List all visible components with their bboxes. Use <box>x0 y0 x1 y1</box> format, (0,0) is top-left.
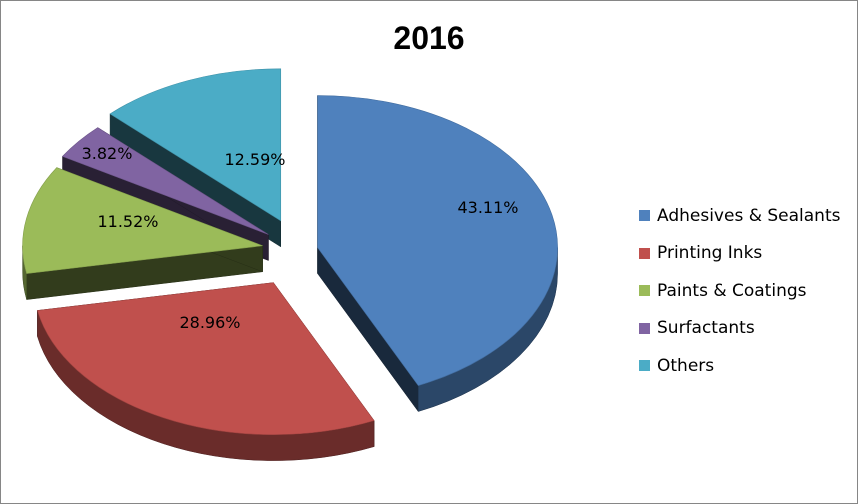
legend-label: Adhesives & Sealants <box>657 205 841 226</box>
legend-swatch <box>639 285 650 297</box>
legend-label: Paints & Coatings <box>657 280 807 301</box>
legend-swatch <box>639 322 650 334</box>
pie-slice-paints-coatings <box>22 167 263 274</box>
pie-slice-surfactants <box>61 127 269 235</box>
legend-item: Surfactants <box>639 310 840 348</box>
legend-item: Adhesives & Sealants <box>639 197 840 235</box>
legend-label: Surfactants <box>657 318 755 339</box>
pie-slice-printing-inks <box>37 282 375 435</box>
pie-slice-adhesives-sealants <box>317 95 558 386</box>
pie-slice-others <box>109 68 282 222</box>
data-label: 12.59% <box>224 150 285 169</box>
legend-swatch <box>639 210 650 222</box>
chart-title: 2016 <box>393 20 465 56</box>
legend-item: Others <box>639 347 840 385</box>
data-label: 28.96% <box>179 313 240 332</box>
data-label: 43.11% <box>457 198 518 217</box>
data-label: 11.52% <box>97 212 158 231</box>
legend-item: Paints & Coatings <box>639 272 840 310</box>
data-label: 3.82% <box>82 144 133 163</box>
legend-swatch <box>639 247 650 259</box>
legend-label: Others <box>657 355 715 376</box>
pie-slice-side <box>317 95 558 413</box>
legend-label: Printing Inks <box>657 243 763 264</box>
legend-swatch <box>639 360 650 372</box>
legend: Adhesives & Sealants Printing Inks Paints … <box>639 197 840 385</box>
legend-item: Printing Inks <box>639 235 840 273</box>
